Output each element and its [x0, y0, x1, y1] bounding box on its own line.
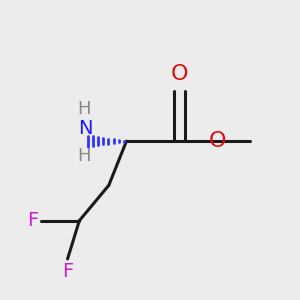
Text: F: F — [62, 262, 73, 281]
Text: N: N — [78, 118, 92, 138]
Text: H: H — [77, 100, 91, 118]
Text: H: H — [77, 147, 91, 165]
Text: F: F — [27, 211, 38, 230]
Text: O: O — [171, 64, 188, 84]
Text: O: O — [209, 131, 226, 151]
